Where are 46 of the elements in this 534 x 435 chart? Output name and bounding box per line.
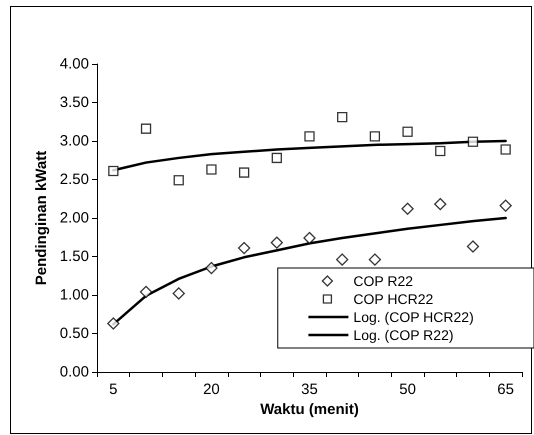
x-tick-label: 20 — [203, 381, 220, 398]
point — [468, 136, 478, 147]
point — [434, 198, 446, 210]
legend-label: COP HCR22 — [353, 291, 434, 307]
point — [107, 317, 120, 330]
point — [205, 262, 218, 274]
legend-label: Log. (COP R22) — [353, 327, 454, 343]
point — [466, 240, 480, 253]
point — [140, 286, 152, 298]
point — [270, 236, 283, 249]
point — [401, 202, 414, 215]
legend-label: COP R22 — [353, 273, 414, 289]
x-tick-label: 5 — [109, 381, 118, 398]
y-tick-label: 4.00 — [60, 56, 89, 72]
point — [174, 175, 184, 186]
x-tick-label: 50 — [399, 381, 416, 398]
point — [368, 253, 382, 266]
y-tick-label: 0.50 — [60, 325, 89, 342]
point — [402, 126, 413, 137]
y-tick-label: 1.50 — [60, 248, 89, 265]
point — [304, 131, 315, 142]
point — [500, 144, 511, 155]
point — [435, 146, 446, 156]
point — [238, 167, 250, 178]
point — [336, 253, 348, 266]
point — [140, 124, 152, 134]
point — [206, 164, 217, 175]
y-tick-label: 3.50 — [60, 94, 89, 111]
point — [500, 200, 512, 212]
legend-label: Log. (COP HCR22) — [353, 309, 474, 325]
y-tick-label: 2.00 — [60, 210, 89, 226]
point — [172, 287, 185, 300]
x-tick-label: 65 — [497, 381, 514, 398]
x-axis-title: Waktu (menit) — [260, 400, 359, 418]
point — [337, 112, 348, 122]
point — [238, 242, 250, 254]
x-tick-label: 35 — [301, 381, 318, 398]
y-tick-label: 3.00 — [60, 132, 89, 150]
y-tick-label: 0.00 — [60, 364, 89, 380]
y-axis-title: Pendinginan kWatt — [32, 150, 50, 286]
y-tick-label: 1.00 — [60, 286, 89, 304]
point — [272, 152, 282, 164]
point — [108, 166, 118, 176]
y-tick-label: 2.50 — [60, 171, 89, 188]
point — [303, 232, 316, 244]
point — [370, 131, 380, 142]
